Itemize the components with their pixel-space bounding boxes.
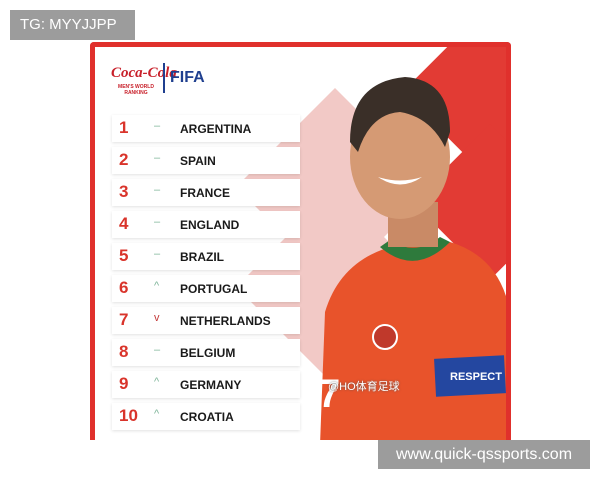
jersey-number: 7 bbox=[318, 372, 340, 416]
team-name: CROATIA bbox=[180, 410, 234, 424]
team-name: BELGIUM bbox=[180, 346, 236, 360]
ranking-subtitle: MEN'S WORLD RANKING bbox=[118, 84, 154, 96]
ranking-row: 8 – BELGIUM bbox=[112, 339, 300, 366]
no-change-icon: – bbox=[154, 184, 161, 196]
rank-number: 7 bbox=[119, 310, 129, 329]
no-change-icon: – bbox=[154, 248, 161, 260]
no-change-icon: – bbox=[154, 120, 161, 132]
ranking-row: 6 ^ PORTUGAL bbox=[112, 275, 300, 302]
no-change-icon: – bbox=[154, 344, 161, 356]
team-name: GERMANY bbox=[180, 378, 242, 392]
rank-number: 9 bbox=[119, 374, 129, 393]
ranking-row: 4 – ENGLAND bbox=[112, 211, 300, 238]
rank-number: 3 bbox=[119, 182, 129, 201]
player-photo: RESPECT 7 bbox=[318, 77, 506, 440]
rank-number: 10 bbox=[119, 406, 138, 425]
team-name: NETHERLANDS bbox=[180, 314, 271, 328]
arrow-up-icon: ^ bbox=[154, 376, 160, 388]
ranking-row: 9 ^ GERMANY bbox=[112, 371, 300, 398]
rank-number: 2 bbox=[119, 150, 129, 169]
team-name: ENGLAND bbox=[180, 218, 240, 232]
arrow-up-icon: ^ bbox=[154, 408, 160, 420]
ranking-row: 2 – SPAIN bbox=[112, 147, 300, 174]
site-watermark: www.quick-qssports.com bbox=[378, 440, 590, 469]
ranking-list: 1 – ARGENTINA 2 – SPAIN 3 – FRANCE 4 – ENGL… bbox=[112, 115, 300, 435]
team-name: BRAZIL bbox=[180, 250, 224, 264]
weibo-watermark: @HO体育足球 bbox=[328, 381, 400, 393]
brand-logo: Coca-Cola MEN'S WORLD RANKING FIFA bbox=[111, 63, 221, 99]
overlay-tag: TG: MYYJJPP bbox=[10, 10, 135, 40]
rank-number: 5 bbox=[119, 246, 129, 265]
rank-number: 8 bbox=[119, 342, 129, 361]
no-change-icon: – bbox=[154, 152, 161, 164]
rank-number: 6 bbox=[119, 278, 129, 297]
team-name: PORTUGAL bbox=[180, 282, 248, 296]
team-name: SPAIN bbox=[180, 154, 216, 168]
arrow-up-icon: ^ bbox=[154, 280, 160, 292]
no-change-icon: – bbox=[154, 216, 161, 228]
team-name: ARGENTINA bbox=[180, 122, 252, 136]
logo-divider bbox=[163, 63, 165, 93]
ranking-row: 5 – BRAZIL bbox=[112, 243, 300, 270]
rank-number: 1 bbox=[119, 118, 129, 137]
ranking-row: 7 v NETHERLANDS bbox=[112, 307, 300, 334]
arrow-down-icon: v bbox=[154, 312, 160, 324]
ranking-row: 10 ^ CROATIA bbox=[112, 403, 300, 430]
fifa-logo: FIFA bbox=[170, 69, 205, 86]
ranking-row: 1 – ARGENTINA bbox=[112, 115, 300, 142]
coca-cola-logo: Coca-Cola bbox=[111, 65, 177, 81]
fifa-ranking-card: Coca-Cola MEN'S WORLD RANKING FIFA 1 – A… bbox=[90, 42, 511, 440]
ranking-row: 3 – FRANCE bbox=[112, 179, 300, 206]
team-name: FRANCE bbox=[180, 186, 230, 200]
armband-text: RESPECT bbox=[450, 371, 502, 383]
rank-number: 4 bbox=[119, 214, 129, 233]
